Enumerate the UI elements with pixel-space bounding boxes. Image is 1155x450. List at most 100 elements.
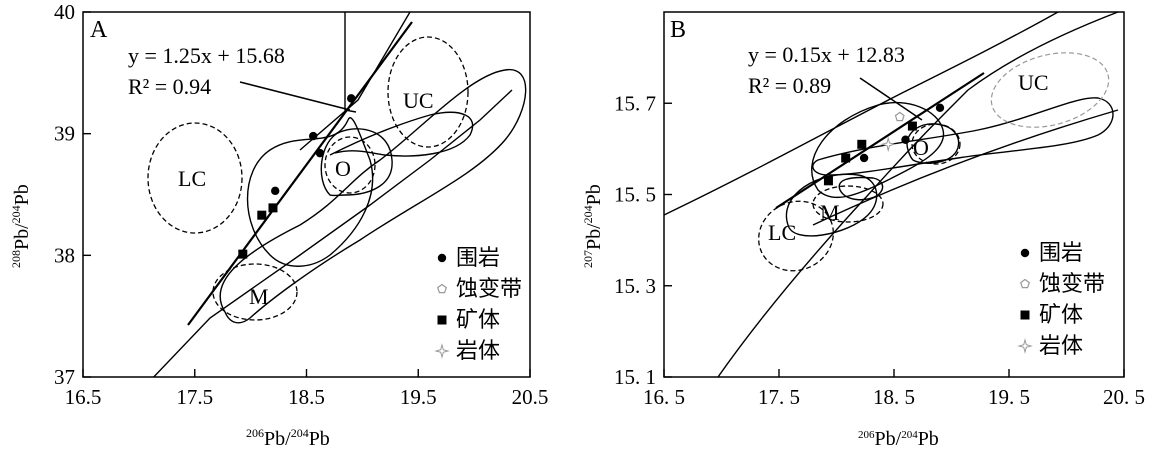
legend-marker-square — [1020, 310, 1030, 320]
data-point-star — [880, 136, 897, 153]
x-tick-label: 17.5 — [176, 385, 213, 409]
legend-marker-star — [434, 343, 450, 359]
ellipse-o-b — [906, 123, 960, 164]
region-label-o-a: O — [335, 156, 351, 181]
region-label-m-b: M — [820, 200, 840, 225]
data-point-circle — [271, 186, 280, 196]
chart-panel-b: 16. 5 17. 5 18. 5 19. 5 20. 5 15. 1 15. 3 15. 5… — [581, 11, 1145, 450]
reference-curves-a — [152, 12, 527, 377]
region-uc-ellipse-b — [990, 52, 1110, 128]
legend-marker-pentagon — [436, 283, 448, 294]
y-tick-label: 15. 5 — [614, 183, 656, 207]
axis-ticks-a: 16.5 17.5 18.5 19.5 20.5 37 38 39 40 — [54, 0, 548, 409]
svg-text:208Pb/204Pb: 208Pb/204Pb — [9, 184, 33, 268]
legend-marker-circle — [437, 253, 447, 263]
data-points-a — [238, 94, 356, 259]
region-uc-ellipse-a — [387, 36, 469, 148]
region-label-o-b: O — [913, 135, 929, 160]
x-tick-label: 19.5 — [400, 385, 437, 409]
region-label-uc-b: UC — [1018, 70, 1049, 95]
region-label-uc-a: UC — [403, 88, 434, 113]
equation-leader-a — [239, 81, 351, 111]
regression-line-a — [187, 21, 413, 326]
ellipse-o-a — [320, 128, 393, 197]
legend-label: 围岩 — [1039, 240, 1083, 265]
x-tick-label: 18.5 — [288, 385, 325, 409]
region-label-m-a: M — [249, 284, 269, 309]
axis-y-label-b: 207Pb/204Pb — [581, 184, 605, 268]
data-point-square — [857, 139, 867, 149]
y-tick-label: 37 — [54, 365, 75, 389]
legend-label: 矿体 — [456, 307, 500, 332]
data-point-square — [268, 203, 278, 213]
legend-marker-star — [1017, 338, 1033, 354]
legend-marker-pentagon — [1019, 278, 1031, 289]
x-tick-label: 17. 5 — [758, 385, 800, 409]
orogen-envelope-b — [812, 97, 1114, 176]
x-tick-label: 16.5 — [65, 385, 102, 409]
data-point-circle — [901, 135, 910, 144]
axis-x-label-a: 206Pb/204Pb — [246, 426, 330, 450]
data-point-circle — [315, 148, 325, 158]
data-point-circle — [347, 94, 356, 103]
data-points-b — [823, 103, 945, 186]
y-tick-label: 15. 7 — [614, 91, 656, 115]
data-point-circle — [859, 153, 869, 163]
region-m-ellipse-b — [812, 185, 884, 223]
boundary-vertical-curve-a — [344, 12, 357, 113]
region-m-ellipse-a — [212, 263, 298, 321]
ellipse-m-b — [838, 176, 884, 201]
region-label-lc-b: LC — [768, 220, 796, 245]
legend-label: 矿体 — [1039, 302, 1083, 327]
svg-text:206Pb/204Pb: 206Pb/204Pb — [246, 426, 330, 450]
regression-r2-b: R² = 0.89 — [748, 73, 831, 98]
orogen-envelope-a — [219, 69, 527, 324]
orogen-large-curve-a — [152, 89, 513, 377]
data-point-square — [823, 176, 833, 186]
region-o-ellipse-a — [324, 136, 376, 194]
x-tick-label: 18. 5 — [873, 385, 915, 409]
legend-label: 岩体 — [1039, 333, 1083, 358]
y-tick-label: 15. 1 — [614, 365, 656, 389]
data-point-pentagon — [894, 111, 905, 122]
legend-label: 蚀变带 — [1039, 271, 1105, 296]
y-tick-label: 38 — [54, 243, 75, 267]
x-tick-label: 20. 5 — [1103, 385, 1145, 409]
region-o-ellipse-b — [911, 123, 961, 165]
region-label-lc-a: LC — [178, 166, 206, 191]
data-point-square — [841, 153, 851, 163]
x-tick-label: 16. 5 — [643, 385, 685, 409]
mantle-curve-b — [664, 12, 1059, 216]
reference-curves-b — [664, 12, 1119, 377]
ellipse-inner-b — [811, 101, 945, 198]
plot-area-b — [664, 12, 1119, 377]
data-point-circle — [309, 131, 318, 141]
data-point-square — [257, 210, 267, 220]
legend-marker-circle — [1020, 248, 1030, 258]
regression-equation-b: y = 0.15x + 12.83 — [748, 42, 905, 67]
regression-r2-a: R² = 0.94 — [128, 74, 211, 99]
svg-text:206Pb/204Pb: 206Pb/204Pb — [858, 428, 939, 450]
regression-line-b — [775, 72, 985, 209]
axis-y-label-a: 208Pb/204Pb — [9, 184, 33, 268]
chart-panel-a: 16.5 17.5 18.5 19.5 20.5 37 38 39 40 A y = 1.25x… — [9, 0, 548, 450]
panel-label-b: B — [670, 17, 686, 43]
orogen-middle-curve-a — [329, 111, 474, 157]
data-point-square — [907, 121, 917, 131]
legend-label: 岩体 — [456, 338, 500, 363]
panel-label-a: A — [90, 17, 108, 43]
orogen-curve-b — [717, 12, 1119, 377]
region-lc-ellipse-a — [147, 122, 243, 234]
upper-growth-curve-a — [299, 12, 411, 151]
equation-leader-b — [859, 77, 923, 121]
plot-area-a — [147, 12, 527, 377]
legend-marker-square — [437, 315, 447, 325]
data-point-circle — [935, 103, 945, 113]
y-tick-label: 15. 3 — [614, 274, 656, 298]
legend-label: 围岩 — [456, 245, 500, 270]
y-tick-label: 40 — [54, 0, 75, 24]
x-tick-label: 19. 5 — [988, 385, 1030, 409]
ellipse-inner-a — [246, 117, 374, 267]
